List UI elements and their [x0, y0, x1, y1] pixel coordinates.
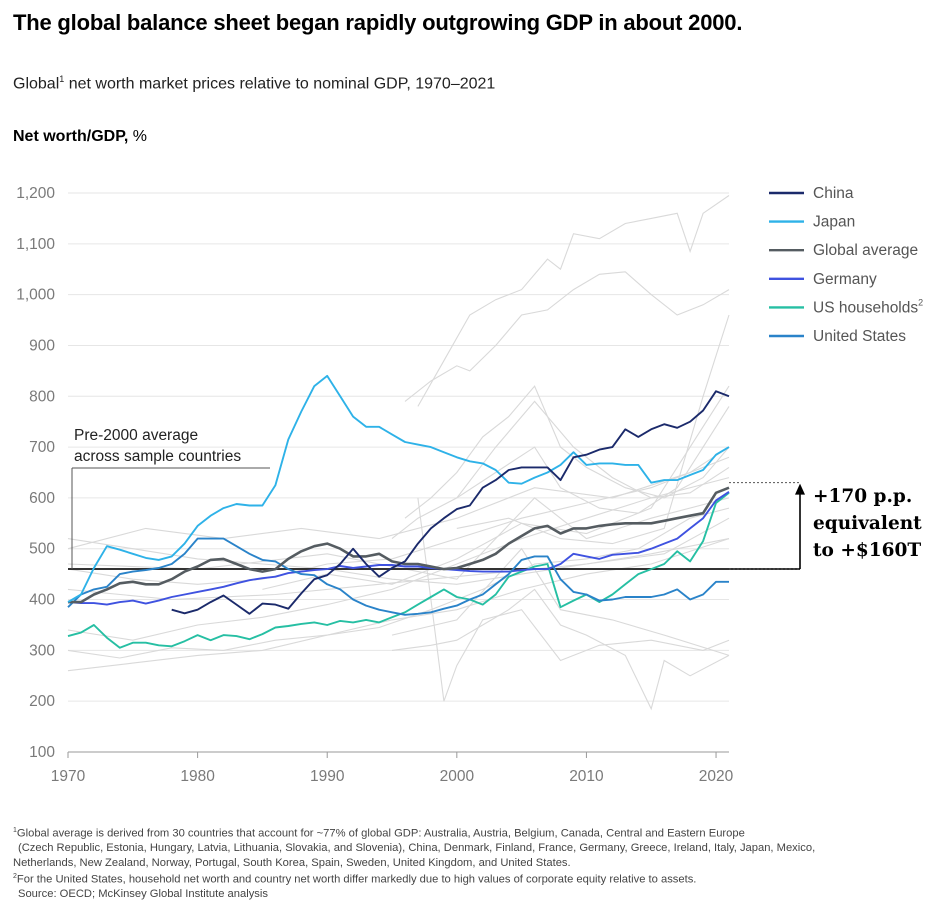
footnote-1-marker: 1 — [13, 827, 17, 834]
series-line-japan — [67, 374, 730, 603]
background-country-line — [456, 314, 730, 545]
annotation-line-1: +170 p.p. — [813, 486, 912, 507]
y-tick-label: 100 — [29, 744, 55, 761]
line-chart: 100 200 300 400 500 600 700 800 900 1,000 1,100 1,2… — [16, 185, 923, 785]
y-axis-title-unit: % — [128, 128, 147, 145]
legend-label: United States — [813, 328, 906, 345]
x-tick-label: 1980 — [180, 768, 215, 785]
y-tick-label: 1,000 — [16, 287, 55, 304]
gridlines — [68, 192, 729, 753]
background-country-line — [404, 385, 730, 519]
subtitle-text-end: net worth market prices relative to nomi… — [64, 75, 496, 93]
background-country-line — [67, 507, 730, 659]
background-country-line — [417, 195, 730, 407]
chart-subtitle: Global1 net worth market prices relative… — [13, 74, 495, 93]
footnote-2-text: For the United States, household net wor… — [16, 873, 697, 886]
y-axis-title: Net worth/GDP, % — [13, 128, 147, 146]
background-country-line — [262, 385, 730, 590]
footnotes: 1Global average is derived from 30 count… — [13, 824, 918, 902]
background-country-line — [404, 271, 730, 402]
background-country-line — [67, 446, 730, 550]
y-tick-label: 500 — [29, 541, 55, 558]
annotation-line-2: equivalent — [813, 513, 922, 534]
y-tick-label: 200 — [29, 693, 55, 710]
series-line-us-households — [67, 492, 730, 649]
y-tick-label: 600 — [29, 490, 55, 507]
footnote-1-line-1: Global average is derived from 30 countr… — [16, 827, 745, 840]
y-tick-label: 900 — [29, 337, 55, 354]
subtitle-footnote-marker: 1 — [59, 74, 65, 84]
background-country-line — [67, 517, 730, 601]
footnote-2-marker: 2 — [13, 872, 17, 880]
legend-label: China — [813, 185, 854, 202]
footnote-1: 1Global average is derived from 30 count… — [13, 824, 918, 841]
y-tick-label: 300 — [29, 642, 55, 659]
background-country-line — [456, 406, 730, 514]
legend-label: US households2 — [813, 297, 923, 316]
x-tick-label: 1970 — [51, 768, 86, 785]
legend-label: Germany — [813, 271, 877, 288]
source-note: Source: OECD; McKinsey Global Institute … — [18, 888, 268, 901]
y-tick-label: 800 — [29, 388, 55, 405]
background-country-line — [391, 588, 730, 711]
chart-title: The global balance sheet began rapidly o… — [13, 10, 743, 35]
footnote-1-line-3: Netherlands, New Zealand, Norway, Portug… — [13, 856, 571, 869]
x-tick-label: 1990 — [310, 768, 345, 785]
x-tick-label: 2000 — [440, 768, 475, 785]
reference-label-line-1: Pre-2000 average — [74, 427, 198, 444]
background-country-line — [67, 538, 730, 672]
annotation-line-3: to +$160T — [813, 540, 921, 561]
x-axis-ticks: 1970 1980 1990 2000 2010 2020 — [51, 752, 734, 785]
y-tick-label: 1,100 — [16, 236, 55, 253]
x-tick-label: 2020 — [699, 768, 734, 785]
y-tick-label: 400 — [29, 592, 55, 609]
y-tick-label: 700 — [29, 439, 55, 456]
series-line-germany — [67, 491, 730, 606]
series-line-china — [171, 390, 730, 615]
series-lines — [67, 374, 730, 649]
background-country-line — [417, 497, 730, 702]
annotation-arrow-head — [795, 483, 805, 495]
series-line-united-states — [67, 537, 729, 616]
background-country-line — [67, 477, 730, 641]
background-country-line — [67, 497, 730, 580]
background-country-line — [67, 456, 730, 585]
reference-label-line-2: across sample countries — [74, 448, 241, 465]
legend: China Japan Global average Germany US househ… — [769, 185, 923, 345]
x-tick-label: 2010 — [569, 768, 604, 785]
subtitle-text-start: Global — [13, 75, 60, 93]
y-axis-ticks: 100 200 300 400 500 600 700 800 900 1,000 1,100 1,2… — [16, 185, 55, 761]
background-country-line — [67, 538, 730, 585]
increase-annotation: +170 p.p. equivalent to +$160T — [729, 482, 922, 570]
y-axis-title-label: Net worth/GDP, — [13, 128, 129, 145]
background-country-lines — [67, 195, 730, 711]
legend-label: Japan — [813, 214, 855, 231]
footnote-2: 2For the United States, household net wo… — [13, 870, 918, 887]
background-country-line — [391, 400, 730, 540]
y-tick-label: 1,200 — [16, 185, 55, 202]
footnote-1-line-2: (Czech Republic, Estonia, Hungary, Latvi… — [18, 842, 816, 855]
legend-footnote-marker: 2 — [918, 297, 923, 307]
background-country-line — [391, 547, 730, 656]
legend-label: Global average — [813, 242, 918, 259]
series-line-global-average — [68, 486, 730, 604]
